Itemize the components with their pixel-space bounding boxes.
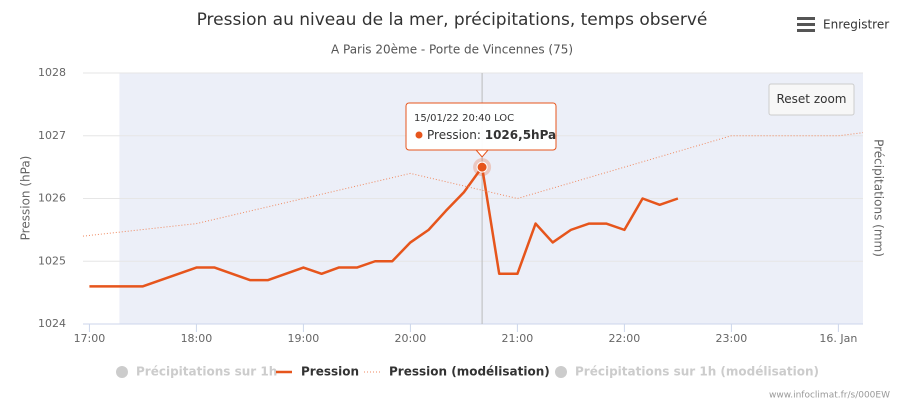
tooltip: 15/01/22 20:40 LOC Pression: 1026,5hPa	[405, 102, 557, 158]
legend-label: Précipitations sur 1h	[136, 365, 277, 379]
legend-label: Précipitations sur 1h (modélisation)	[575, 365, 819, 379]
x-tick-label: 22:00	[609, 332, 641, 345]
chart-title: Pression au niveau de la mer, précipitat…	[197, 10, 708, 30]
menu-icon	[797, 29, 815, 32]
legend-label: Pression	[301, 365, 359, 379]
legend-item[interactable]: Précipitations sur 1h	[116, 365, 277, 379]
y-axis-label: Pression (hPa)	[19, 156, 33, 241]
tooltip-box	[405, 102, 557, 151]
series-line	[89, 165, 679, 288]
hover-point	[476, 161, 488, 173]
x-tick-label: 21:00	[502, 332, 534, 345]
legend-symbol	[555, 366, 567, 378]
x-tick-label: 19:00	[288, 332, 320, 345]
x-tick-label: 16. Jan	[819, 332, 857, 345]
x-tick-label: 17:00	[74, 332, 106, 345]
menu-icon	[797, 17, 815, 20]
tooltip-date: 15/01/22 20:40 LOC	[414, 113, 514, 124]
button-box	[768, 83, 855, 116]
y-tick-label: 1027	[38, 129, 66, 142]
plot: 1024 1025 1026 1027 1028 17:00 18:00 19:00 20:00…	[38, 66, 864, 379]
menu-label: Enregistrer	[823, 18, 889, 32]
x-tick-label: 18:00	[181, 332, 213, 345]
y-tick-label: 1025	[38, 254, 66, 267]
reset-zoom-button[interactable]: Reset zoom	[768, 83, 855, 116]
menu-icon	[797, 23, 815, 26]
tooltip-text: Pression: 1026,5hPa	[427, 128, 556, 142]
button-label: Reset zoom	[776, 92, 846, 106]
tooltip-dot	[415, 131, 423, 139]
tooltip-label: Pression:	[427, 128, 485, 142]
y-tick-label: 1028	[38, 66, 66, 79]
series-line	[82, 132, 864, 237]
y-tick-label: 1024	[38, 317, 66, 330]
legend-item[interactable]: Pression	[276, 365, 359, 379]
chart-subtitle: A Paris 20ème - Porte de Vincennes (75)	[331, 43, 573, 57]
x-tick-label: 23:00	[716, 332, 748, 345]
menu-button[interactable]: Enregistrer	[797, 17, 889, 32]
credits: www.infoclimat.fr/s/000EW	[769, 391, 890, 401]
legend-symbol	[116, 366, 128, 378]
x-tick-label: 20:00	[395, 332, 427, 345]
tooltip-value: 1026,5hPa	[485, 128, 556, 142]
tooltip-pointer	[475, 149, 490, 158]
legend-label: Pression (modélisation)	[389, 365, 550, 379]
y2-axis-label: Précipitations (mm)	[872, 139, 886, 257]
legend-item[interactable]: Précipitations sur 1h (modélisation)	[555, 365, 819, 379]
legend-item[interactable]: Pression (modélisation)	[364, 365, 550, 379]
y-tick-label: 1026	[38, 192, 66, 205]
